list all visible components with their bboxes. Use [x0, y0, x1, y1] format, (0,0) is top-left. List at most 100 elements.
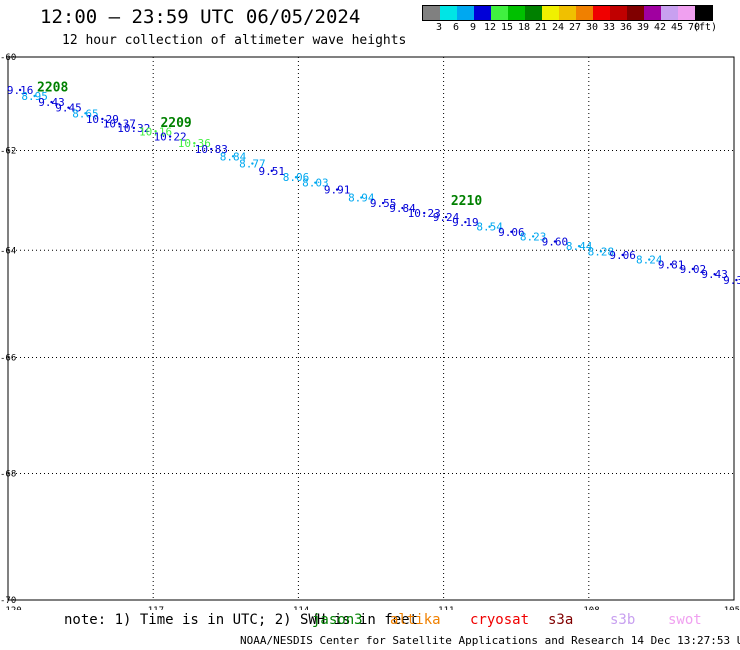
colorbar-swatch [491, 6, 508, 20]
satellite-legend-item: altika [390, 612, 441, 628]
wave-height-label: 8.03 [302, 177, 329, 190]
latitude-labels: -60 -62 -64 -66 -68 -70 [0, 53, 16, 606]
page-subtitle: 12 hour collection of altimeter wave hei… [62, 33, 407, 48]
wave-height-label: 8.84 [220, 150, 247, 163]
colorbar-swatch [525, 6, 542, 20]
colorbar-swatches [422, 5, 713, 21]
wave-height-label: 10.29 [86, 113, 119, 126]
wave-height-label: 9.43 [701, 268, 728, 281]
track-point [132, 126, 136, 130]
track-point [193, 142, 196, 145]
satellite-legend-item: cryosat [470, 612, 530, 628]
track-point [401, 206, 404, 210]
map-frame [7, 56, 735, 601]
longitude-label: -111 [433, 606, 455, 610]
track-point [251, 162, 254, 165]
wave-height-label: 10.37 [103, 118, 136, 131]
wave-height-label: 9.91 [324, 184, 351, 197]
colorbar-swatch [661, 6, 678, 20]
track-point [335, 188, 339, 191]
track-point [531, 235, 535, 238]
latitude-label: -66 [0, 354, 16, 364]
wave-height-label: 10.22 [154, 131, 187, 144]
colorbar-swatch [423, 6, 440, 20]
track-point [553, 240, 557, 243]
colorbar-tick-labels: 3 6 9 12 15 18 21 24 27 30 33 36 39 42 45 70 (ft) [422, 21, 717, 35]
credit-line: NOAA/NESDIS Center for Satellite Applica… [240, 634, 740, 647]
time-label: 2209 [160, 116, 191, 131]
satellite-legend-item: swot [668, 612, 702, 628]
track-point [735, 278, 738, 282]
wave-height-label: 8.95 [21, 90, 48, 103]
wave-height-label: 9.24 [433, 211, 460, 224]
colorbar-swatch [678, 6, 695, 20]
colorbar-tick: 27 [568, 22, 582, 33]
track-point [314, 181, 317, 184]
colorbar-swatch [440, 6, 457, 20]
wave-height-label: 9.36 [723, 274, 740, 287]
track-point [50, 100, 53, 104]
wave-height-label: 8.94 [348, 192, 375, 205]
track-point [67, 106, 70, 109]
colorbar-swatch [474, 6, 491, 20]
track-point [360, 196, 363, 199]
wave-height-label: 9.55 [370, 197, 397, 210]
colorbar-swatch [576, 6, 593, 20]
wave-height-label: 8.23 [520, 230, 547, 243]
colorbar-tick: 24 [551, 22, 565, 33]
colorbar-tick: 6 [452, 22, 460, 33]
wave-height-label: 8.06 [283, 171, 310, 184]
track-point [691, 267, 695, 271]
colorbar-swatch [559, 6, 576, 20]
track-point [423, 211, 426, 215]
track-point [510, 230, 513, 234]
track-point [84, 112, 87, 115]
wave-height-label: 9.45 [55, 102, 82, 115]
wave-height-label: 10.32 [117, 122, 150, 135]
track-point [621, 253, 624, 257]
longitude-label: -105 [718, 606, 740, 610]
map-border [7, 56, 735, 601]
track-point [18, 88, 22, 92]
wave-height-label: 9.81 [658, 258, 685, 271]
track-point [118, 122, 121, 125]
colorbar-tick: 45 [670, 22, 684, 33]
wave-height-label: 10.83 [195, 143, 228, 156]
colorbar-tick: 30 [585, 22, 599, 33]
satellite-legend-item: s3a [548, 612, 574, 628]
map-grid [8, 57, 734, 600]
colorbar-tick: 12 [483, 22, 497, 33]
colorbar-tick: 18 [517, 22, 531, 33]
satellite-track: 9.168.959.439.458.6510.2910.3710.3210.16… [7, 84, 740, 287]
longitude-label: -108 [578, 606, 600, 610]
colorbar-swatch [627, 6, 644, 20]
longitude-label: -117 [142, 606, 164, 610]
track-point [648, 258, 651, 261]
longitude-labels: -120 -117 -114 -111 -108 -105 [0, 606, 740, 610]
time-label: 2208 [37, 81, 68, 96]
colorbar-tick: 9 [469, 22, 477, 33]
track-point [231, 155, 235, 158]
colorbar-swatch [593, 6, 610, 20]
track-point [599, 250, 603, 253]
colorbar-tick: 42 [653, 22, 667, 33]
wave-height-label: 8.54 [476, 221, 503, 234]
track-point [577, 244, 581, 248]
latitude-label: -70 [0, 596, 16, 606]
track-point [713, 273, 716, 276]
satellite-legend-item: jason3 [312, 612, 363, 628]
track-point [669, 263, 673, 266]
satellite-legend-item: s3b [610, 612, 636, 628]
colorbar-tick: 39 [636, 22, 650, 33]
colorbar-swatch [695, 6, 712, 20]
wave-height-label: 10.36 [178, 137, 211, 150]
wave-height-label: 9.43 [38, 96, 65, 109]
latitude-label: -64 [0, 246, 16, 256]
wave-height-label: 9.60 [542, 236, 569, 249]
wave-height-label: 9.19 [452, 216, 479, 229]
latitude-label: -62 [0, 146, 16, 156]
colorbar-swatch [610, 6, 627, 20]
time-label: 2210 [451, 194, 482, 209]
wave-height-label: 9.02 [680, 263, 707, 276]
